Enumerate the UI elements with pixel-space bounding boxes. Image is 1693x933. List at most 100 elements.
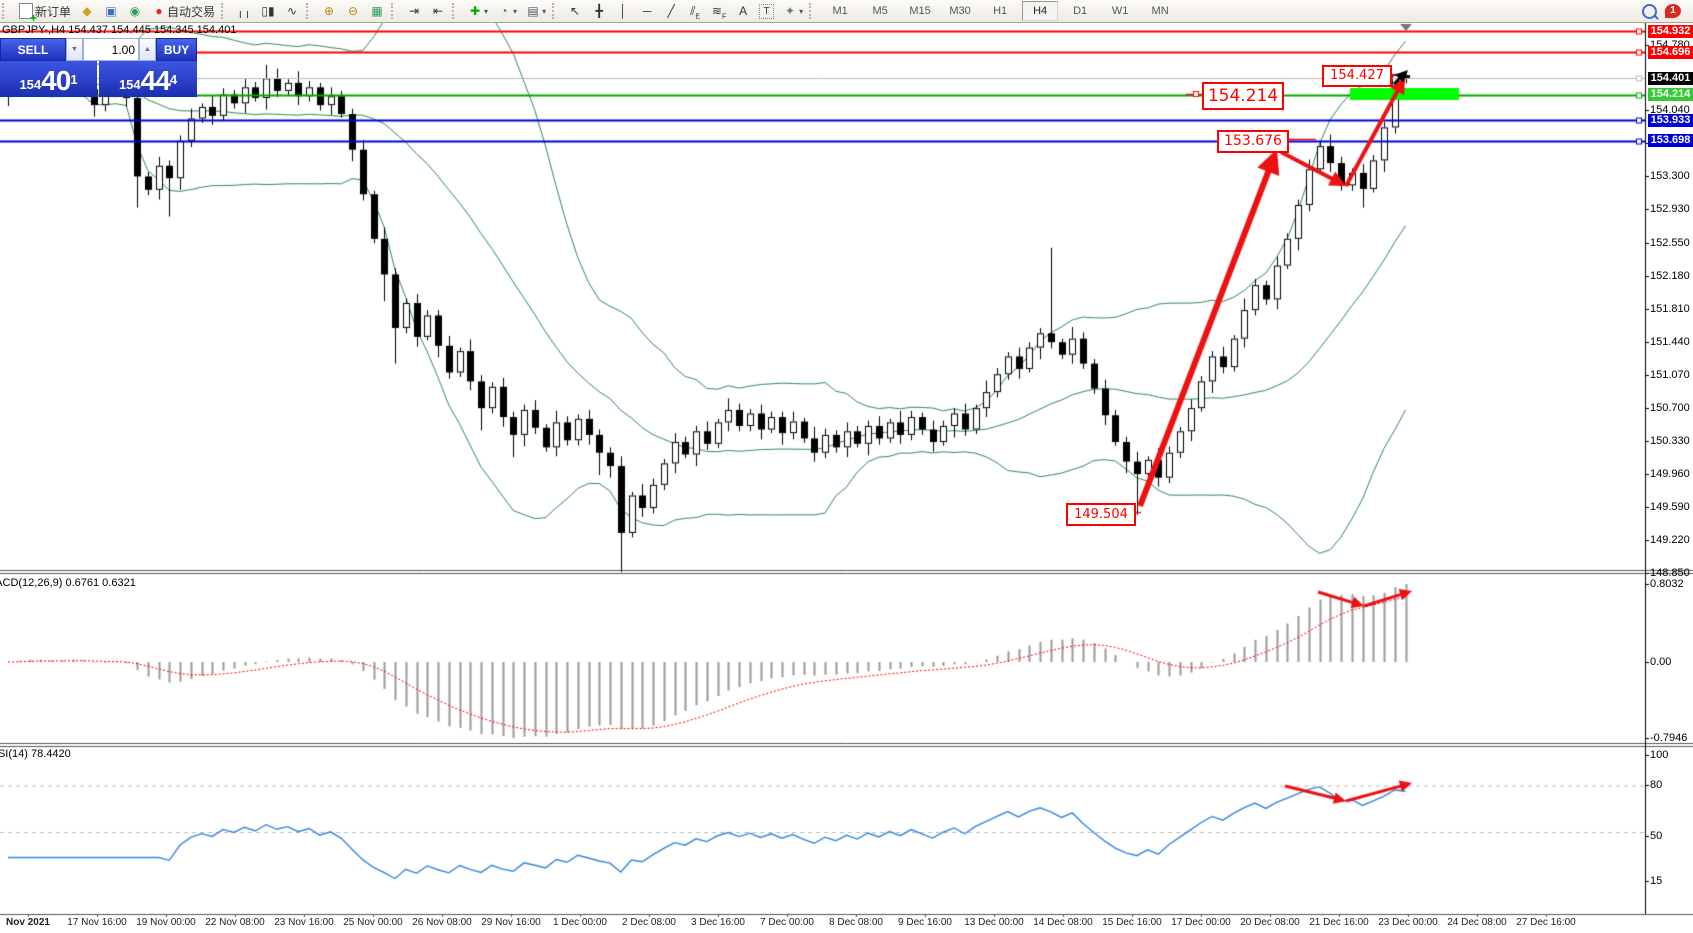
terminal-icon: ▣ <box>105 4 117 18</box>
date-axis-label: 15 Dec 16:00 <box>1102 917 1162 928</box>
timeframe-button-d1[interactable]: D1 <box>1073 5 1088 17</box>
vline-button[interactable]: │ <box>611 0 635 22</box>
date-axis-label: 19 Nov 00:00 <box>136 917 196 928</box>
annotation-154.427[interactable]: 154.427 <box>1322 65 1392 87</box>
sell-price-display[interactable]: 154 40 1 <box>0 61 97 97</box>
annotation-154.214[interactable]: 154.214 <box>1202 82 1284 110</box>
templates-button[interactable]: ▤ ▾ <box>521 0 550 22</box>
crosshair-button[interactable]: ╋ <box>587 0 611 22</box>
sell-price-prefix: 154 <box>19 77 42 92</box>
text-button[interactable]: A <box>731 0 755 22</box>
timeframe-button-m30[interactable]: M30 <box>949 5 971 17</box>
chart-shift-button[interactable]: ⇤ <box>426 0 450 22</box>
hline-button[interactable]: ─ <box>635 0 659 22</box>
timeframe-button-m15[interactable]: M15 <box>909 5 931 17</box>
timeframe-button-h4[interactable]: H4 <box>1022 1 1059 21</box>
sell-price-main: 40 <box>41 65 71 96</box>
date-axis-label: 24 Dec 08:00 <box>1447 917 1507 928</box>
price-axis-tick: 151.070 <box>1650 369 1690 382</box>
toolbar-grip <box>452 3 459 19</box>
price-axis-tick: 151.440 <box>1650 336 1690 349</box>
chat-button[interactable]: 1 <box>1661 0 1685 22</box>
date-axis-label: 2 Dec 08:00 <box>622 917 676 928</box>
fibonacci-button[interactable]: ≋F <box>707 0 731 22</box>
bar-chart-icon: ╷╷ <box>236 4 252 18</box>
buy-price-pip: 4 <box>169 72 178 87</box>
candle-chart-icon: ▯▮ <box>261 4 275 18</box>
text-label-icon: T <box>759 3 775 19</box>
cursor-button[interactable]: ↖ <box>563 0 587 22</box>
search-button[interactable] <box>1638 0 1661 22</box>
volume-increase-button[interactable]: ▲ <box>139 38 156 61</box>
volume-input[interactable] <box>83 38 139 61</box>
bar-chart-button[interactable]: ╷╷ <box>232 0 256 22</box>
market-watch-icon: ◆ <box>82 4 92 18</box>
price-axis-tick: 149.960 <box>1650 468 1690 481</box>
auto-trading-button[interactable]: ● 自动交易 <box>147 0 219 22</box>
toolbar-grip <box>221 3 228 19</box>
terminal-button[interactable]: ▣ <box>99 0 123 22</box>
price-axis-tick: 149.590 <box>1650 501 1690 514</box>
auto-scroll-icon: ⇥ <box>409 4 420 18</box>
annotation-149.504[interactable]: 149.504 <box>1066 503 1136 526</box>
zoom-out-icon: ⊖ <box>348 4 359 18</box>
text-label-button[interactable]: T <box>755 0 778 22</box>
price-axis-tick: 150.330 <box>1650 435 1690 448</box>
timeframe-button-mn[interactable]: MN <box>1151 5 1169 17</box>
candle-chart-button[interactable]: ▯▮ <box>256 0 280 22</box>
zoom-in-icon: ⊕ <box>324 4 335 18</box>
buy-price-display[interactable]: 154 44 4 <box>99 61 197 97</box>
date-axis-label: 21 Dec 16:00 <box>1309 917 1369 928</box>
toolbar-grip <box>809 3 816 19</box>
arrows-button[interactable]: ✦ ▾ <box>778 0 807 22</box>
market-watch-button[interactable]: ◆ <box>75 0 99 22</box>
auto-trading-label: 自动交易 <box>167 4 216 19</box>
periods-button[interactable]: ◔ ▾ <box>492 0 521 22</box>
vline-icon: │ <box>619 4 627 18</box>
date-axis-label: 14 Dec 08:00 <box>1033 917 1093 928</box>
signals-button[interactable]: ◉ <box>123 0 147 22</box>
fibonacci-icon: ≋F <box>711 4 727 21</box>
toolbar-grip <box>552 3 559 19</box>
timeframe-button-m5[interactable]: M5 <box>872 5 888 17</box>
new-order-label: 新订单 <box>35 4 72 19</box>
buy-price-main: 44 <box>140 65 171 96</box>
price-tag-153.933: 153.933 <box>1648 113 1693 127</box>
trendline-button[interactable]: ╱ <box>659 0 683 22</box>
cursor-icon: ↖ <box>570 4 581 18</box>
buy-button[interactable]: BUY <box>156 38 197 61</box>
price-tag-154.214: 154.214 <box>1648 88 1693 102</box>
rsi-axis-tick: 80 <box>1650 779 1663 791</box>
date-axis-label: 17 Dec 00:00 <box>1171 917 1231 928</box>
line-chart-button[interactable]: ∿ <box>280 0 304 22</box>
price-axis-tick: 149.220 <box>1650 534 1690 547</box>
auto-scroll-button[interactable]: ⇥ <box>402 0 426 22</box>
date-axis-label: 22 Nov 08:00 <box>205 917 265 928</box>
rsi-label: RSI(14) 78.4420 <box>0 748 71 760</box>
timeframe-button-h1[interactable]: H1 <box>993 5 1008 17</box>
macd-axis-tick: -0.7946 <box>1650 732 1688 744</box>
price-axis-tick: 152.180 <box>1650 270 1690 283</box>
indicators-button[interactable]: ✚ ▾ <box>463 0 492 22</box>
annotation-153.676[interactable]: 153.676 <box>1217 130 1289 153</box>
tile-windows-button[interactable]: ▦ <box>365 0 389 22</box>
timeframe-button-m1[interactable]: M1 <box>832 5 848 17</box>
date-axis-label: 8 Dec 08:00 <box>829 917 883 928</box>
text-icon: A <box>739 4 748 18</box>
date-axis-label: 27 Dec 16:00 <box>1516 917 1576 928</box>
toolbar-grip <box>391 3 398 19</box>
zoom-out-button[interactable]: ⊖ <box>341 0 365 22</box>
volume-decrease-button[interactable]: ▼ <box>66 38 83 61</box>
new-order-button[interactable]: 新订单 <box>13 0 75 23</box>
sell-button[interactable]: SELL <box>0 38 66 61</box>
channel-button[interactable]: ⫽E <box>683 0 707 22</box>
zoom-in-button[interactable]: ⊕ <box>317 0 341 22</box>
timeframe-button-w1[interactable]: W1 <box>1111 5 1129 17</box>
rsi-axis-tick: 100 <box>1650 749 1669 761</box>
chevron-down-icon: ▾ <box>484 6 489 16</box>
date-axis-label: 17 Nov 16:00 <box>67 917 127 928</box>
macd-axis-tick: 0.00 <box>1650 656 1672 668</box>
price-axis-tick: 153.300 <box>1650 170 1690 183</box>
